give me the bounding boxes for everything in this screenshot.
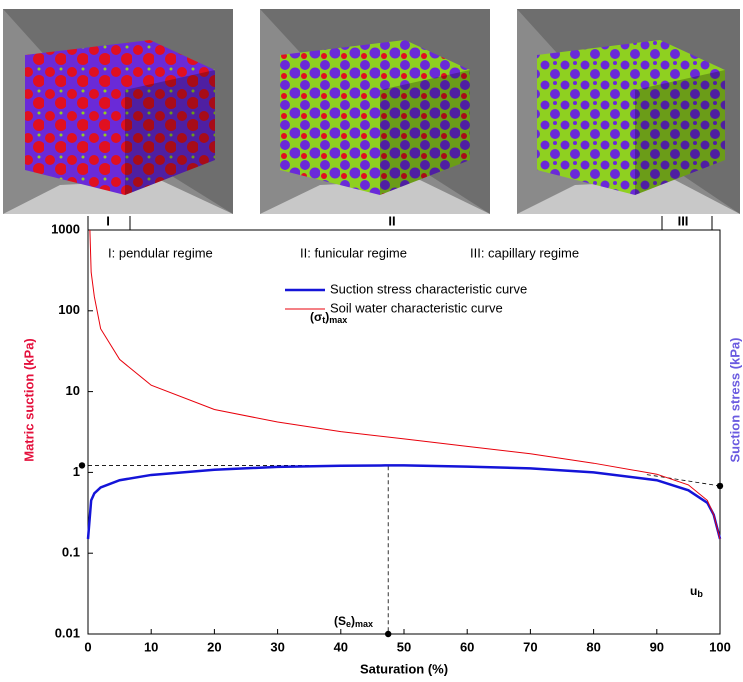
x-tick-label: 20 [207,639,221,654]
y-tick-label: 1000 [51,221,80,236]
x-tick-label: 10 [144,639,158,654]
x-tick-label: 100 [709,639,731,654]
y-tick-label: 0.1 [62,545,80,560]
annotation-text: (S [334,614,346,628]
regime-annotation: I: pendular regime [108,245,213,260]
y-axis-title: Matric suction (kPa) [21,338,36,462]
regime-annotation: II: funicular regime [300,245,407,260]
cube-image-1 [3,9,233,214]
x-axis-title: Saturation (%) [360,661,448,676]
x-tick-label: 0 [84,639,91,654]
reference-point [79,462,85,468]
annotation-subscript: max [355,619,373,629]
x-tick-label: 70 [523,639,537,654]
x-tick-label: 50 [397,639,411,654]
y-tick-label: 10 [66,383,80,398]
annotation-text: (σ [310,310,322,324]
legend-label: Suction stress characteristic curve [330,281,527,296]
annotation-text: u [690,584,697,598]
regime-label: III [678,213,689,228]
annotation: (Se)max [334,614,373,629]
cube-image-3 [517,9,740,214]
y-tick-label: 100 [58,302,80,317]
regime-label: I [106,213,110,228]
annotation-subscript: b [697,589,703,599]
x-tick-label: 80 [586,639,600,654]
regime-annotation: III: capillary regime [470,245,579,260]
y-tick-label: 0.01 [55,625,80,640]
reference-point [717,483,723,489]
reference-line [88,465,388,634]
legend-label: Soil water characteristic curve [330,300,503,315]
regime-label: II [388,213,395,228]
annotation: ub [690,584,703,599]
y2-axis-title: Suction stress (kPa) [727,338,742,463]
x-tick-label: 90 [650,639,664,654]
cube-image-2 [260,9,490,214]
series-line [88,465,720,539]
x-tick-label: 60 [460,639,474,654]
x-tick-label: 30 [270,639,284,654]
series-line [90,230,720,539]
annotation-subscript: max [329,315,347,325]
reference-point [385,631,391,637]
x-tick-label: 40 [334,639,348,654]
